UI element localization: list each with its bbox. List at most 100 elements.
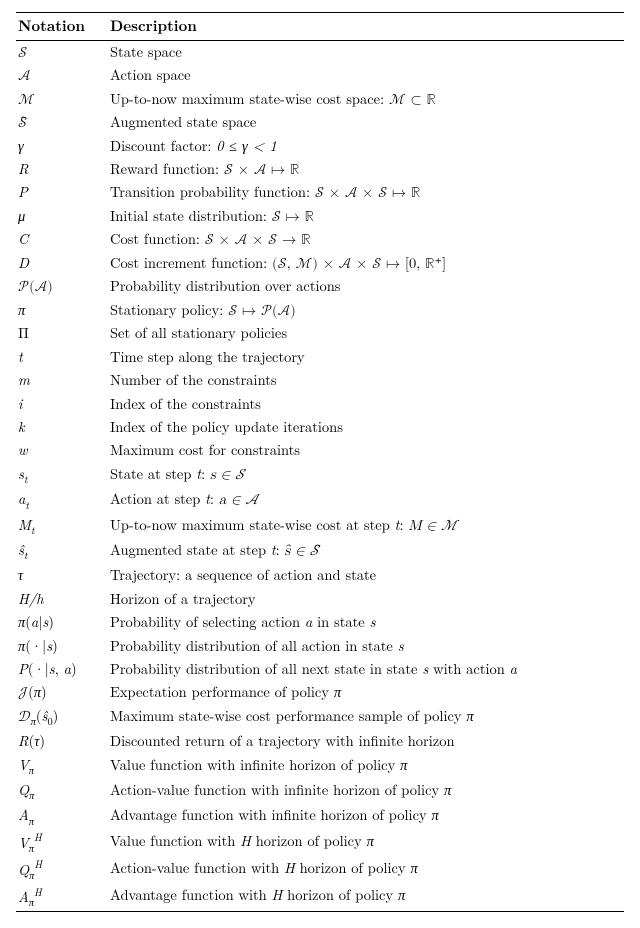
desc-cell: Action-value function with infinite hori… bbox=[108, 779, 624, 804]
desc-cell: Trajectory: a sequence of action and sta… bbox=[108, 564, 624, 587]
notation-cell: μ bbox=[16, 205, 108, 228]
page-root: Notation Description 𝒮 State space 𝒜 Act… bbox=[0, 0, 640, 928]
notation-cell: i bbox=[16, 393, 108, 416]
table-row: Vπ Value function with infinite horizon … bbox=[16, 754, 624, 779]
table-row: ℳ Up-to-now maximum state-wise cost spac… bbox=[16, 88, 624, 111]
table-row: 𝒫(𝒜) Probability distribution over actio… bbox=[16, 275, 624, 298]
desc-cell: Up-to-now maximum state-wise cost at ste… bbox=[108, 514, 624, 539]
desc-cell: Augmented state space bbox=[108, 111, 624, 134]
table-row: 𝒮 State space bbox=[16, 40, 624, 64]
table-row: i Index of the constraints bbox=[16, 393, 624, 416]
table-row: QπH Action-value function with H horizon… bbox=[16, 857, 624, 884]
desc-cell: Cost function: 𝒮 × 𝒜 × 𝒮 → ℝ bbox=[108, 228, 624, 251]
notation-cell: at bbox=[16, 488, 108, 513]
desc-cell: Action-value function with H horizon of … bbox=[108, 857, 624, 884]
notation-cell: π(·|s) bbox=[16, 635, 108, 658]
header-notation: Notation bbox=[16, 13, 108, 41]
notation-cell: π bbox=[16, 299, 108, 322]
desc-cell: Discount factor: 0 ≤ γ < 1 bbox=[108, 135, 624, 158]
table-row: VπH Value function with H horizon of pol… bbox=[16, 830, 624, 857]
desc-cell: State space bbox=[108, 40, 624, 64]
table-row: D Cost increment function: (𝒮, ℳ) × 𝒜 × … bbox=[16, 252, 624, 275]
notation-cell: AπH bbox=[16, 884, 108, 912]
table-row: π(·|s) Probability distribution of all a… bbox=[16, 635, 624, 658]
desc-cell: Maximum cost for constraints bbox=[108, 439, 624, 462]
table-row: Π Set of all stationary policies bbox=[16, 322, 624, 345]
notation-cell: 𝒜 bbox=[16, 64, 108, 87]
notation-cell: H/h bbox=[16, 588, 108, 611]
table-row: γ Discount factor: 0 ≤ γ < 1 bbox=[16, 135, 624, 158]
desc-cell: Index of the policy update iterations bbox=[108, 416, 624, 439]
desc-cell: Stationary policy: 𝒮 ↦ 𝒫(𝒜) bbox=[108, 299, 624, 322]
table-row: 𝒮̂ Augmented state space bbox=[16, 111, 624, 134]
desc-cell: Probability distribution over actions bbox=[108, 275, 624, 298]
notation-cell: τ bbox=[16, 564, 108, 587]
notation-cell: R(τ) bbox=[16, 730, 108, 753]
notation-cell: Aπ bbox=[16, 804, 108, 829]
notation-cell: ŝt bbox=[16, 539, 108, 564]
desc-cell: State at step t: s ∈ 𝒮 bbox=[108, 463, 624, 488]
table-row: C Cost function: 𝒮 × 𝒜 × 𝒮 → ℝ bbox=[16, 228, 624, 251]
desc-cell: Action space bbox=[108, 64, 624, 87]
table-row: w Maximum cost for constraints bbox=[16, 439, 624, 462]
desc-cell: Initial state distribution: 𝒮 ↦ ℝ bbox=[108, 205, 624, 228]
notation-cell: π(a|s) bbox=[16, 611, 108, 634]
desc-cell: Set of all stationary policies bbox=[108, 322, 624, 345]
desc-cell: Discounted return of a trajectory with i… bbox=[108, 730, 624, 753]
table-row: π Stationary policy: 𝒮 ↦ 𝒫(𝒜) bbox=[16, 299, 624, 322]
desc-cell: Action at step t: a ∈ 𝒜 bbox=[108, 488, 624, 513]
notation-cell: QπH bbox=[16, 857, 108, 884]
notation-cell: P(·|s, a) bbox=[16, 658, 108, 681]
notation-cell: k bbox=[16, 416, 108, 439]
table-row: t Time step along the trajectory bbox=[16, 346, 624, 369]
notation-cell: γ bbox=[16, 135, 108, 158]
desc-cell: Maximum state-wise cost performance samp… bbox=[108, 705, 624, 730]
table-row: k Index of the policy update iterations bbox=[16, 416, 624, 439]
table-row: Mt Up-to-now maximum state-wise cost at … bbox=[16, 514, 624, 539]
table-row: μ Initial state distribution: 𝒮 ↦ ℝ bbox=[16, 205, 624, 228]
notation-cell: 𝒫(𝒜) bbox=[16, 275, 108, 298]
table-row: at Action at step t: a ∈ 𝒜 bbox=[16, 488, 624, 513]
notation-cell: Π bbox=[16, 322, 108, 345]
desc-cell: Probability distribution of all next sta… bbox=[108, 658, 624, 681]
notation-cell: R bbox=[16, 158, 108, 181]
desc-cell: Advantage function with infinite horizon… bbox=[108, 804, 624, 829]
desc-cell: Index of the constraints bbox=[108, 393, 624, 416]
desc-cell: Probability of selecting action a in sta… bbox=[108, 611, 624, 634]
notation-cell: m bbox=[16, 369, 108, 392]
table-row: Qπ Action-value function with infinite h… bbox=[16, 779, 624, 804]
desc-cell: Up-to-now maximum state-wise cost space:… bbox=[108, 88, 624, 111]
table-row: AπH Advantage function with H horizon of… bbox=[16, 884, 624, 912]
notation-cell: st bbox=[16, 463, 108, 488]
notation-cell: 𝒮 bbox=[16, 40, 108, 64]
desc-cell: Transition probability function: 𝒮 × 𝒜 ×… bbox=[108, 181, 624, 204]
notation-cell: t bbox=[16, 346, 108, 369]
table-row: 𝒜 Action space bbox=[16, 64, 624, 87]
table-row: ŝt Augmented state at step t: ŝ ∈ 𝒮̂ bbox=[16, 539, 624, 564]
notation-table: Notation Description 𝒮 State space 𝒜 Act… bbox=[16, 12, 624, 912]
desc-cell: Value function with H horizon of policy … bbox=[108, 830, 624, 857]
desc-cell: Expectation performance of policy π bbox=[108, 681, 624, 704]
desc-cell: Value function with infinite horizon of … bbox=[108, 754, 624, 779]
table-row: P(·|s, a) Probability distribution of al… bbox=[16, 658, 624, 681]
notation-cell: P bbox=[16, 181, 108, 204]
table-row: P Transition probability function: 𝒮 × 𝒜… bbox=[16, 181, 624, 204]
table-row: 𝒥(π) Expectation performance of policy π bbox=[16, 681, 624, 704]
table-row: H/h Horizon of a trajectory bbox=[16, 588, 624, 611]
header-row: Notation Description bbox=[16, 13, 624, 41]
desc-cell: Advantage function with H horizon of pol… bbox=[108, 884, 624, 912]
header-description: Description bbox=[108, 13, 624, 41]
notation-cell: C bbox=[16, 228, 108, 251]
desc-cell: Reward function: 𝒮 × 𝒜 ↦ ℝ bbox=[108, 158, 624, 181]
notation-cell: w bbox=[16, 439, 108, 462]
desc-cell: Number of the constraints bbox=[108, 369, 624, 392]
notation-cell: 𝒥(π) bbox=[16, 681, 108, 704]
notation-cell: D bbox=[16, 252, 108, 275]
desc-cell: Augmented state at step t: ŝ ∈ 𝒮̂ bbox=[108, 539, 624, 564]
table-row: τ Trajectory: a sequence of action and s… bbox=[16, 564, 624, 587]
table-row: m Number of the constraints bbox=[16, 369, 624, 392]
table-row: st State at step t: s ∈ 𝒮 bbox=[16, 463, 624, 488]
table-row: π(a|s) Probability of selecting action a… bbox=[16, 611, 624, 634]
table-row: Aπ Advantage function with infinite hori… bbox=[16, 804, 624, 829]
desc-cell: Probability distribution of all action i… bbox=[108, 635, 624, 658]
